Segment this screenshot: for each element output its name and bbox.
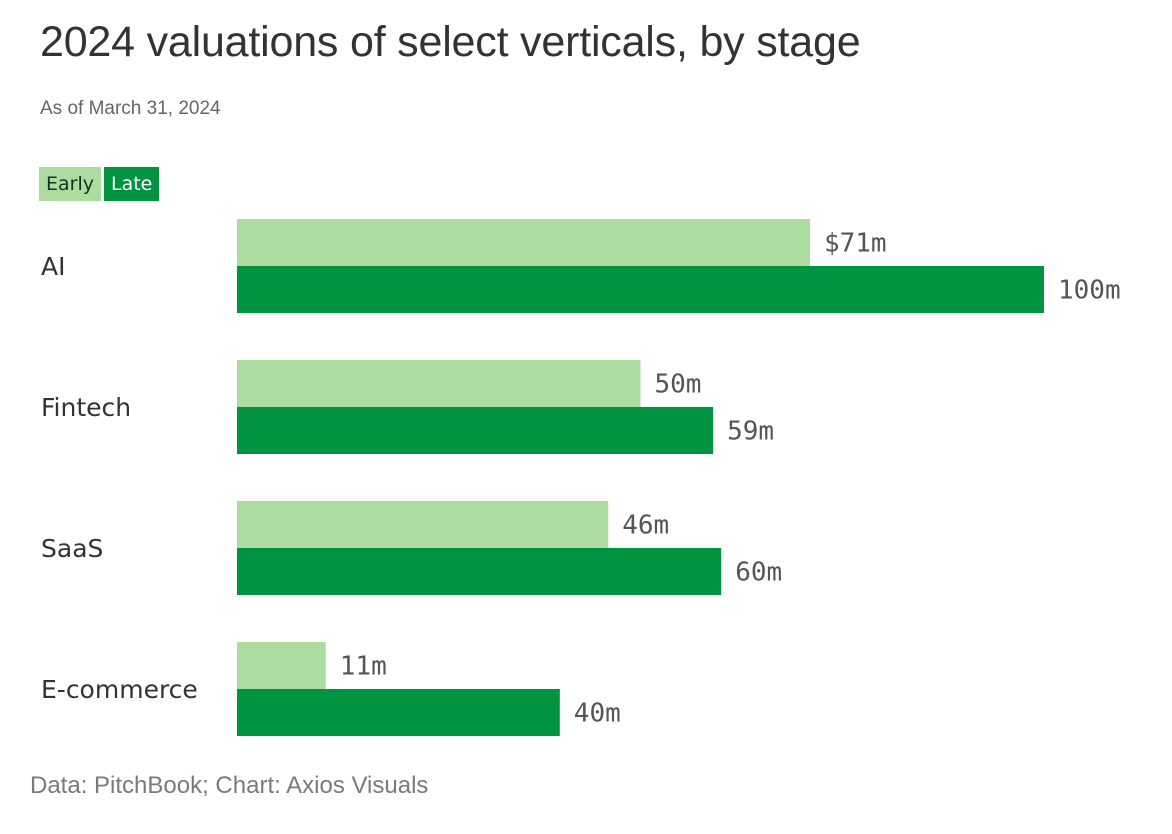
bar-e-commerce-late [237,689,560,736]
category-label-e-commerce: E-commerce [41,675,198,704]
value-label-saas-early: 46m [622,511,669,541]
bar-saas-early [237,501,609,548]
value-label-fintech-early: 50m [655,370,702,400]
value-label-saas-late: 60m [735,558,782,588]
legend-item-early: Early [39,167,101,201]
bar-fintech-late [237,407,714,454]
value-label-fintech-late: 59m [727,417,774,447]
value-label-e-commerce-late: 40m [574,699,621,729]
chart-title: 2024 valuations of select verticals, by … [40,18,861,66]
value-label-ai-late: 100m [1058,276,1121,306]
value-label-ai-early: $71m [824,229,887,259]
value-label-e-commerce-early: 11m [340,652,387,682]
bar-e-commerce-early [237,642,326,689]
category-label-fintech: Fintech [41,393,131,422]
chart-source: Data: PitchBook; Chart: Axios Visuals [30,772,429,799]
chart-subtitle: As of March 31, 2024 [40,98,221,119]
category-label-ai: AI [41,252,65,281]
legend-item-late: Late [103,167,160,201]
bar-fintech-early [237,360,641,407]
category-label-saas: SaaS [41,534,103,563]
bar-ai-early [237,219,810,266]
chart-legend: Early Late [39,167,160,201]
bar-chart: AI $71m 100m Fintech 50m 59m SaaS 46m 60m E-comme… [41,219,1121,736]
bar-ai-late [237,266,1044,313]
bar-saas-late [237,548,722,595]
